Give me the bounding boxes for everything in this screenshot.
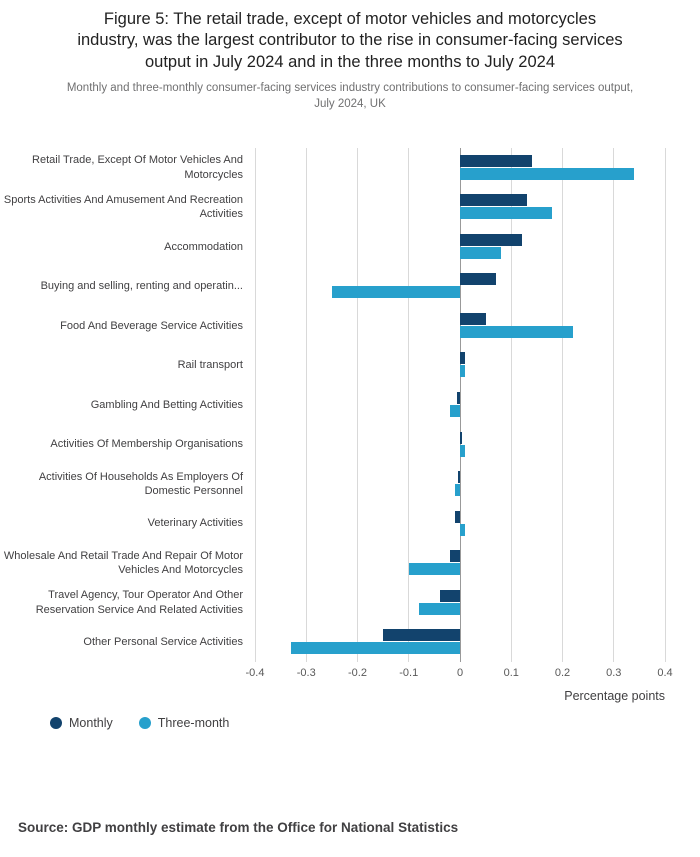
x-tick-label: 0 (456, 667, 464, 679)
bar-three-month (454, 484, 460, 497)
category-label: Travel Agency, Tour Operator And Other R… (35, 589, 243, 616)
category-label: Gambling And Betting Activities (90, 398, 243, 411)
bar-three-month (290, 642, 460, 655)
bar-three-month (460, 167, 635, 180)
plot-area (254, 148, 666, 662)
legend-label: Monthly (69, 716, 113, 730)
bar-three-month (419, 602, 460, 615)
bar-three-month (331, 286, 460, 299)
x-tick-label: 0.3 (606, 667, 622, 679)
legend-swatch (50, 717, 62, 729)
x-tick-label: -0.3 (296, 667, 316, 679)
gridline (613, 148, 615, 662)
category-label: Accommodation (164, 240, 243, 253)
x-axis-title: Percentage points (564, 689, 665, 703)
figure-subtitle: Monthly and three-monthly consumer-facin… (66, 82, 634, 110)
bar-monthly (460, 194, 527, 207)
gridline (305, 148, 307, 662)
gridline (357, 148, 358, 662)
gridline (562, 148, 563, 662)
gridline (408, 148, 410, 662)
category-label: Activities Of Households As Employers Of… (38, 470, 243, 498)
x-tick-label: 0.2 (554, 667, 571, 679)
bar-monthly (439, 589, 460, 602)
category-label: Retail Trade, Except Of Motor Vehicles A… (32, 154, 243, 181)
category-label: Activities Of Membership Organisations (50, 438, 243, 451)
x-tick-label: 0.4 (657, 667, 673, 679)
category-label: Buying and selling, renting and operatin… (40, 280, 243, 293)
gridline (664, 148, 666, 662)
bar-monthly (460, 431, 462, 444)
bar-three-month (460, 444, 466, 457)
legend-label: Three-month (157, 716, 230, 730)
bar-monthly (383, 629, 460, 642)
source-note: Source: GDP monthly estimate from the Of… (18, 820, 459, 835)
bar-monthly (457, 471, 460, 484)
bar-three-month (449, 405, 460, 417)
bar-monthly (460, 312, 486, 325)
bar-three-month (460, 207, 553, 220)
legend-item-three-month[interactable]: Three-month (138, 716, 230, 730)
bar-three-month (460, 365, 466, 378)
gridline (254, 148, 256, 662)
legend: Monthly Three-month (50, 716, 229, 730)
x-tick-label: -0.2 (348, 667, 367, 679)
category-label: Rail transport (177, 359, 243, 372)
x-tick-label: -0.1 (399, 667, 419, 679)
bar-three-month (460, 325, 573, 338)
bar-monthly (460, 352, 466, 365)
bar-monthly (460, 273, 496, 286)
legend-swatch (138, 717, 151, 729)
bar-monthly (449, 550, 460, 563)
bar-three-month (460, 523, 466, 536)
category-label: Other Personal Service Activities (83, 636, 243, 649)
zero-axis-line (459, 148, 461, 662)
bar-monthly (457, 392, 460, 404)
bar-monthly (454, 510, 460, 523)
x-tick-label: -0.4 (245, 667, 265, 679)
category-label: Sports Activities And Amusement And Recr… (3, 194, 243, 221)
figure-title: Figure 5: The retail trade, except of mo… (77, 10, 623, 71)
x-tick-label: 0.1 (503, 667, 519, 679)
category-label: Wholesale And Retail Trade And Repair Of… (3, 549, 243, 577)
gridline (510, 148, 512, 662)
bar-three-month (460, 246, 501, 259)
bar-monthly (460, 154, 532, 167)
legend-item-monthly[interactable]: Monthly (50, 716, 113, 730)
bar-three-month (408, 563, 460, 576)
bar-monthly (460, 233, 522, 246)
category-label: Food And Beverage Service Activities (60, 319, 243, 332)
category-label: Veterinary Activities (147, 517, 243, 530)
